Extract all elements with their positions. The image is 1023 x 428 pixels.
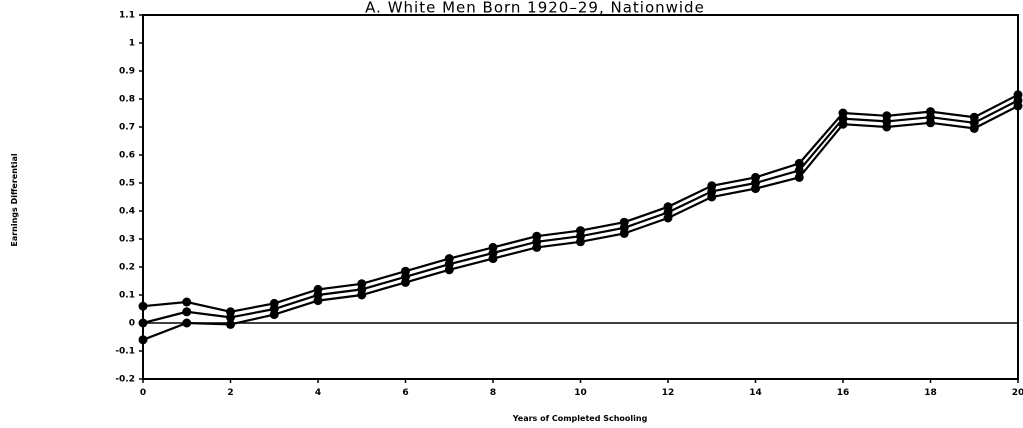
data-point [269,310,279,320]
y-tick-label: 0.6 [119,151,135,161]
x-tick-label: 18 [924,388,937,398]
y-tick-label: 0 [129,319,135,329]
data-point [794,172,804,182]
data-point [313,296,323,306]
y-axis-title: Earnings Differential [10,153,19,247]
x-tick-label: 20 [1012,388,1023,398]
y-tick-label: 0.1 [119,291,135,301]
data-point [751,184,760,194]
y-tick-label: -0.1 [115,347,135,357]
data-point [969,123,979,133]
data-point [794,165,804,175]
y-tick-label: 0.4 [119,207,135,217]
data-point [444,265,454,275]
series-line [142,99,1019,325]
x-tick-label: 6 [402,388,408,398]
y-tick-label: 0.2 [119,263,135,273]
x-tick-label: 2 [227,388,233,398]
x-tick-label: 12 [662,388,675,398]
data-point [182,318,192,328]
x-tick-label: 4 [315,388,321,398]
chart-axes [142,14,1019,380]
x-tick-label: 14 [749,388,762,398]
data-point [576,237,585,247]
data-point [707,192,717,202]
data-point [1013,101,1023,111]
x-tick-label: 16 [837,388,850,398]
y-tick-label: 1.1 [119,11,135,21]
data-point [138,318,148,328]
data-point [401,277,410,287]
data-point [794,158,804,168]
plot-frame [142,14,1019,380]
x-tick-label: 8 [490,388,496,398]
chart-series-layer [138,90,1023,345]
y-tick-label: 0.9 [119,67,135,77]
data-point [926,118,935,128]
data-point [532,242,542,252]
y-tick-label: 0.8 [119,95,135,105]
data-point [619,228,629,238]
data-point [357,290,367,300]
data-point [488,254,498,264]
data-point [182,307,192,317]
series-3 [138,101,1023,345]
data-point [182,297,192,307]
y-tick-label: 0.3 [119,235,135,245]
series-2 [138,95,1023,328]
chart-ticks: -0.2 -0.1 0 0.1 0.2 0.3 0.4 0.5 0.6 0.7 0.8 0.9 1 1.1… [115,11,1023,399]
data-point [226,319,235,329]
data-point [663,213,673,223]
data-point [838,119,848,129]
data-point [138,301,148,311]
y-tick-label: 0.5 [119,179,135,189]
x-tick-label: 0 [140,388,146,398]
data-point [882,122,892,132]
data-point [138,335,148,345]
y-tick-label: 0.7 [119,123,135,133]
x-tick-label: 10 [574,388,587,398]
x-axis-title: Years of Completed Schooling [512,414,648,423]
y-tick-label: 1 [129,39,135,49]
y-tick-label: -0.2 [115,375,135,385]
data-point [226,312,235,322]
chart-title: A. White Men Born 1920–29, Nationwide [365,0,705,17]
